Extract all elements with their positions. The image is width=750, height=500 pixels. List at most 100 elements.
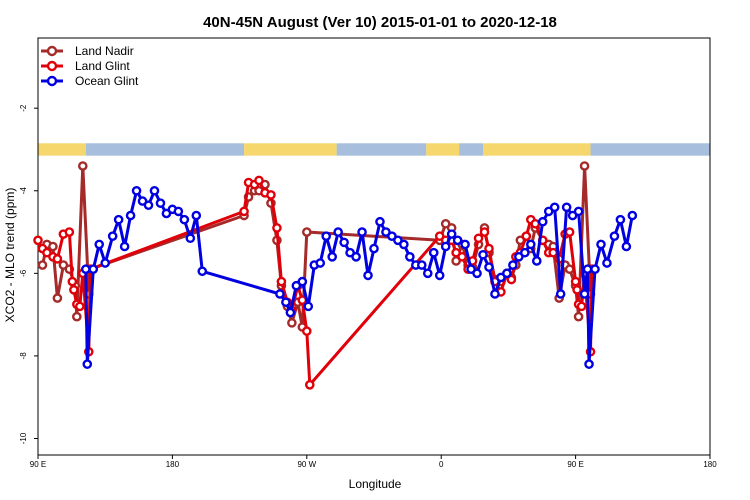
x-tick-label: 90 E <box>30 460 46 469</box>
x-axis-label: Longitude <box>349 477 402 491</box>
data-point <box>75 301 85 312</box>
data-point <box>69 285 79 295</box>
data-point <box>615 214 626 225</box>
data-point <box>82 359 93 369</box>
data-point <box>131 185 142 196</box>
data-point <box>446 229 457 239</box>
data-point <box>276 276 287 287</box>
data-point <box>422 268 433 279</box>
data-point <box>179 214 190 225</box>
data-point <box>537 216 548 227</box>
coverage-segment-land <box>38 143 86 156</box>
data-point <box>107 231 118 241</box>
data-point <box>301 326 312 336</box>
data-point <box>304 380 315 390</box>
data-point <box>321 231 332 241</box>
legend-swatch-marker <box>46 75 58 87</box>
data-point <box>405 252 415 262</box>
data-point <box>549 202 560 213</box>
legend-item-land-glint: Land Glint <box>41 59 130 73</box>
data-point <box>484 243 494 254</box>
data-point <box>473 233 484 244</box>
data-point <box>375 216 385 227</box>
coverage-segment-ocean <box>590 143 710 156</box>
legend-swatch-marker <box>46 45 58 57</box>
data-point <box>315 258 326 268</box>
data-point <box>297 276 308 287</box>
data-point <box>609 231 620 241</box>
data-point <box>52 254 63 264</box>
data-point <box>561 202 572 213</box>
data-point <box>254 175 264 186</box>
data-point <box>555 289 566 299</box>
data-point <box>272 223 282 233</box>
data-point <box>452 235 463 246</box>
coverage-segment-land <box>244 143 337 156</box>
data-point <box>621 241 632 252</box>
data-point <box>573 311 584 322</box>
series-ocean-glint <box>80 185 638 369</box>
data-point <box>357 227 367 237</box>
data-point <box>266 190 276 200</box>
plot-frame <box>37 37 711 456</box>
data-point <box>327 252 337 262</box>
data-point <box>582 264 593 275</box>
data-point <box>351 252 361 262</box>
data-point <box>479 227 490 237</box>
legend-label: Ocean Glint <box>75 74 139 88</box>
x-tick-label: 90 W <box>297 460 316 469</box>
legend-item-ocean-glint: Ocean Glint <box>41 74 139 88</box>
data-point <box>119 241 130 252</box>
x-tick-label: 90 E <box>567 460 583 469</box>
data-point <box>579 289 590 299</box>
data-point <box>428 247 439 258</box>
data-point <box>303 301 314 312</box>
data-point <box>363 270 373 281</box>
data-point <box>287 318 297 328</box>
y-axis-label: XCO2 - MLO trend (ppm) <box>3 188 17 323</box>
data-point <box>526 239 536 250</box>
data-point <box>100 258 110 268</box>
data-point <box>520 247 530 258</box>
data-point <box>173 206 184 217</box>
data-point <box>434 270 445 281</box>
data-point <box>484 262 494 272</box>
data-point <box>478 249 488 260</box>
data-point <box>460 239 470 250</box>
data-point <box>191 210 202 221</box>
data-point <box>67 276 78 287</box>
data-point <box>369 243 379 254</box>
data-point <box>506 274 517 285</box>
axes-frame <box>37 37 711 456</box>
data-point <box>48 241 58 252</box>
data-point <box>33 235 43 246</box>
data-point <box>602 258 612 268</box>
data-point <box>285 307 296 318</box>
data-point <box>627 210 638 221</box>
coverage-segment-ocean <box>336 143 427 156</box>
series-layer <box>33 161 638 390</box>
tick-layer: 90 E 180 90 W 0 90 E 180 -2 -4 -6 -8 -10 <box>19 104 717 469</box>
chart-title: 40N-45N August (Ver 10) 2015-01-01 to 20… <box>203 14 557 31</box>
data-point <box>440 241 451 252</box>
data-point <box>502 268 512 279</box>
data-point <box>508 260 518 270</box>
x-tick-label: 180 <box>703 460 717 469</box>
data-point <box>72 311 82 322</box>
data-point <box>339 237 349 248</box>
data-point <box>78 161 88 171</box>
data-point <box>570 276 581 287</box>
data-point <box>113 214 124 225</box>
series-land-glint <box>33 175 597 390</box>
data-point <box>521 231 532 241</box>
data-point <box>531 256 542 266</box>
data-point <box>94 239 105 250</box>
data-point <box>576 301 587 312</box>
data-point <box>52 293 63 303</box>
data-point <box>301 227 312 237</box>
data-point <box>573 206 584 217</box>
data-point <box>457 252 467 262</box>
legend-label: Land Glint <box>75 59 130 73</box>
